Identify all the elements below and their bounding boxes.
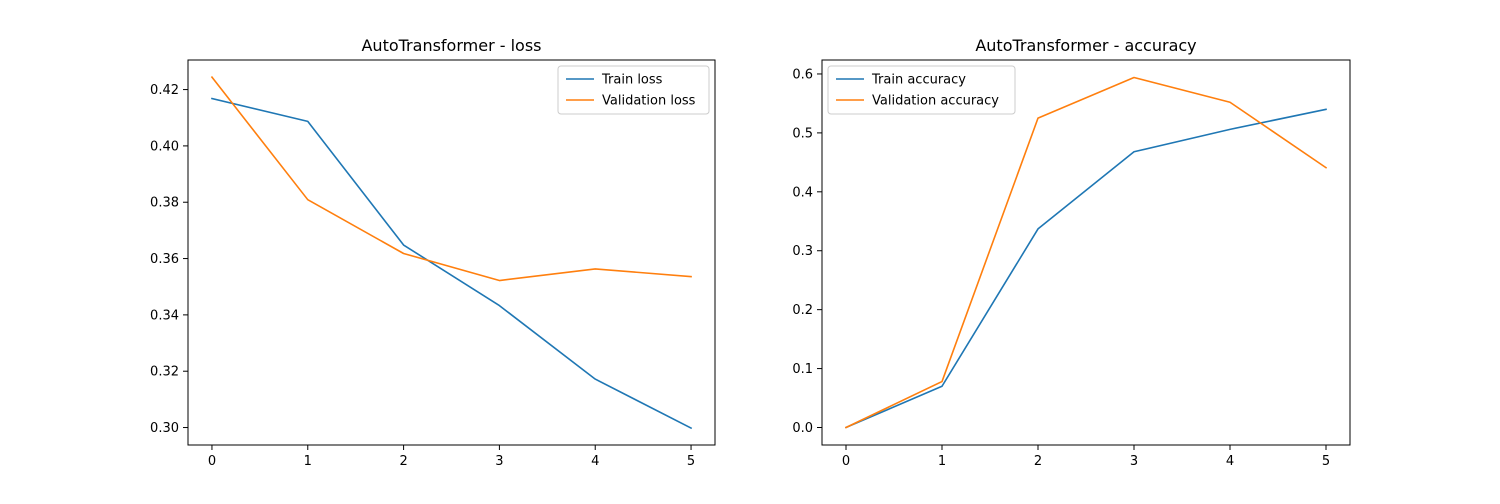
y-tick-label: 0.36 — [150, 252, 179, 267]
y-tick-label: 0.5 — [792, 126, 813, 141]
y-tick-label: 0.38 — [150, 196, 179, 211]
x-tick-label: 0 — [208, 454, 216, 469]
legend-label: Train loss — [601, 73, 663, 88]
x-tick-label: 5 — [1322, 454, 1330, 469]
x-tick-label: 3 — [1130, 454, 1138, 469]
y-tick-label: 0.6 — [792, 67, 813, 82]
x-tick-label: 1 — [938, 454, 946, 469]
legend: Train loss Validation loss — [557, 65, 710, 115]
y-tick-label: 0.42 — [150, 83, 179, 98]
legend-label: Validation loss — [602, 94, 696, 109]
y-tick-label: 0.3 — [792, 244, 813, 259]
series-line-validation-loss — [210, 76, 692, 282]
legend-box — [827, 65, 1016, 115]
y-tick-label: 0.1 — [792, 362, 813, 377]
y-tick-label: 0.34 — [150, 308, 179, 323]
x-tick-label: 2 — [399, 454, 407, 469]
y-tick-label: 0.32 — [150, 365, 179, 380]
x-tick-label: 2 — [1034, 454, 1042, 469]
y-tick-label: 0.2 — [792, 303, 813, 318]
series-line-train-accuracy — [844, 108, 1327, 429]
legend: Train accuracy Validation accuracy — [827, 65, 1016, 115]
y-tick-label: 0.30 — [150, 421, 179, 436]
legend-box — [557, 65, 710, 115]
series-line-validation-accuracy — [844, 76, 1328, 429]
plot-frame — [187, 59, 716, 446]
x-tick-label: 4 — [1226, 454, 1234, 469]
x-tick-label: 1 — [304, 454, 312, 469]
series-line-train-loss — [210, 97, 693, 430]
x-tick-label: 0 — [842, 454, 850, 469]
y-tick-label: 0.4 — [792, 185, 813, 200]
accuracy-chart: AutoTransformer - accuracy 0 1 2 3 4 5 0.0 0.1 0.… — [792, 36, 1351, 469]
plot-frame — [821, 59, 1351, 446]
loss-chart: AutoTransformer - loss 0 1 2 3 4 5 0.30 0.32 0.34… — [150, 36, 716, 469]
y-tick-label: 0.0 — [792, 421, 813, 436]
y-tick-label: 0.40 — [150, 139, 179, 154]
legend-label: Train accuracy — [871, 73, 966, 88]
legend-label: Validation accuracy — [872, 94, 999, 109]
chart-title: AutoTransformer - loss — [361, 36, 541, 55]
x-tick-label: 5 — [687, 454, 695, 469]
x-tick-label: 4 — [591, 454, 599, 469]
x-tick-label: 3 — [495, 454, 503, 469]
chart-title: AutoTransformer - accuracy — [975, 36, 1196, 55]
